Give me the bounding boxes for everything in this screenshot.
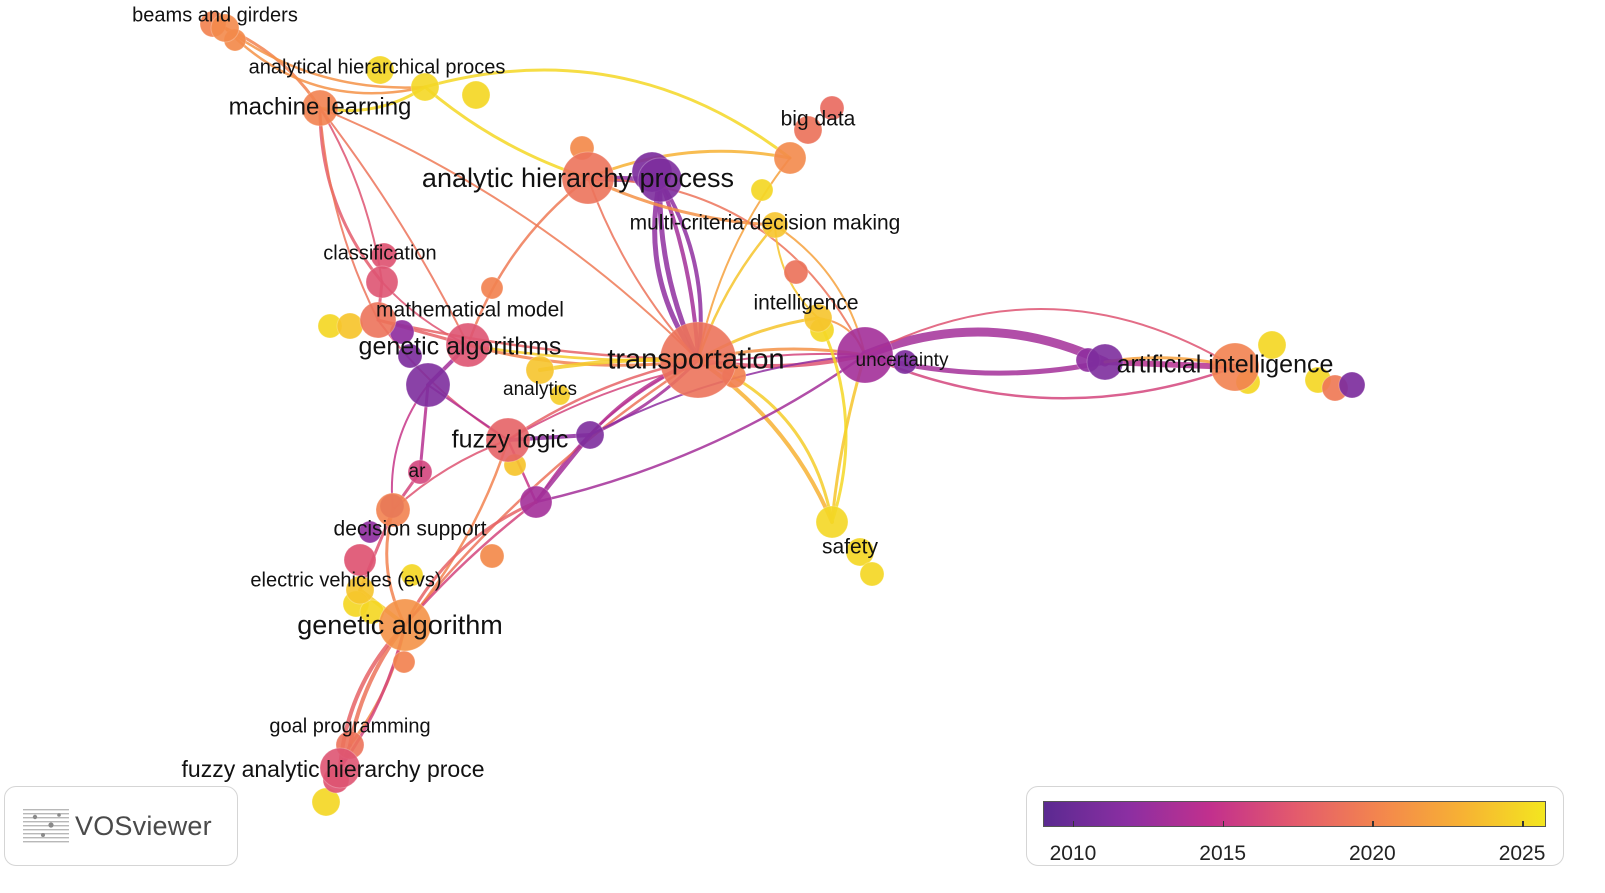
minor-keyword-node[interactable] xyxy=(365,55,395,85)
edge-fuzzy_logic-genetic_algorithm xyxy=(403,438,510,627)
minor-keyword-node[interactable] xyxy=(479,543,505,569)
label-electric-vehicles[interactable]: electric vehicles (evs) xyxy=(250,569,441,591)
label-machine-learning[interactable]: machine learning xyxy=(229,93,412,120)
minor-keyword-node[interactable] xyxy=(549,384,571,406)
legend-tick-label: 2015 xyxy=(1199,842,1246,865)
node-analytics[interactable] xyxy=(525,355,555,385)
legend-tick-label: 2025 xyxy=(1498,842,1546,865)
minor-keyword-node[interactable] xyxy=(358,520,382,544)
label-fuzzy-ahp[interactable]: fuzzy analytic hierarchy proce xyxy=(182,756,485,782)
legend-tick xyxy=(1522,821,1524,827)
node-beams-and-girders[interactable] xyxy=(210,13,240,43)
minor-keyword-node[interactable] xyxy=(461,80,491,110)
label-big-data[interactable]: big data xyxy=(781,108,856,131)
edge-beams_and_girders-analytical_hierarchical_proces xyxy=(223,26,427,95)
label-analytical-hierarchical-proces[interactable]: analytical hierarchical proces xyxy=(249,56,506,78)
brand-box: VOSviewer xyxy=(4,786,238,866)
node-fuzzy-logic[interactable] xyxy=(485,417,531,463)
node-mathematical-model[interactable] xyxy=(359,301,397,339)
legend-tick-label: 2020 xyxy=(1348,842,1396,865)
minor-keyword-node[interactable] xyxy=(750,178,774,202)
legend-tick xyxy=(1072,821,1075,827)
label-artificial-intelligence[interactable]: artificial intelligence xyxy=(1117,351,1334,379)
minor-keyword-node[interactable] xyxy=(397,343,423,369)
legend-tick-label: 2010 xyxy=(1049,842,1097,865)
node-intelligence[interactable] xyxy=(803,303,833,333)
node-genetic-algorithms[interactable] xyxy=(445,322,491,368)
node-machine-learning[interactable] xyxy=(301,89,339,127)
vosviewer-logo-icon xyxy=(23,809,69,843)
label-classification[interactable]: classification xyxy=(323,242,436,264)
edge-uncertainty-sub_hub xyxy=(534,353,867,504)
minor-keyword-node[interactable] xyxy=(845,537,875,567)
edge-intelligence-safety xyxy=(816,316,848,524)
legend-tick xyxy=(1222,821,1225,827)
labels: beams and girders analytical hierarchical… xyxy=(132,4,1333,782)
node-analytical-hierarchical-proces[interactable] xyxy=(410,72,440,102)
label-analytic-hierarchy-process[interactable]: analytic hierarchy process xyxy=(422,163,734,193)
edge-analytical_hierarchical_proces-big_data xyxy=(423,68,792,160)
label-intelligence[interactable]: intelligence xyxy=(753,292,858,315)
edge-uncertainty-artificial_intelligence xyxy=(863,353,1237,400)
label-uncertainty[interactable]: uncertainty xyxy=(856,350,949,371)
node-electric-vehicles[interactable] xyxy=(345,575,375,605)
node-genetic-algorithm[interactable] xyxy=(378,598,432,652)
edge-beams_and_girders-analytical_hierarchical_proces xyxy=(223,26,427,89)
edge-machine_learning-transportation xyxy=(319,107,699,361)
color-scale-bar xyxy=(1043,801,1546,827)
node-multi-criteria-decision-making[interactable] xyxy=(761,211,789,239)
edge-uncertainty-ai_hub xyxy=(860,327,1110,367)
node-big-data[interactable] xyxy=(773,141,807,175)
edge-machine_learning-mathematical_model xyxy=(319,107,379,321)
label-beams-and-girders[interactable]: beams and girders xyxy=(132,4,298,26)
label-safety[interactable]: safety xyxy=(822,536,879,559)
node-ai-hub[interactable] xyxy=(1086,343,1124,381)
node-decision-support[interactable] xyxy=(375,492,411,528)
node-ar[interactable] xyxy=(407,459,433,485)
label-goal-programming[interactable]: goal programming xyxy=(269,715,430,737)
edges xyxy=(223,26,1238,770)
minor-keyword-node[interactable] xyxy=(859,561,885,587)
node-fl-hub[interactable] xyxy=(575,420,605,450)
edge-transportation-genetic_algorithm xyxy=(403,358,700,627)
label-mathematical-model[interactable]: mathematical model xyxy=(376,299,564,322)
label-multi-criteria-decision-making[interactable]: multi-criteria decision making xyxy=(630,212,901,235)
minor-keyword-node[interactable] xyxy=(819,95,845,121)
label-genetic-algorithms[interactable]: genetic algorithms xyxy=(359,333,562,361)
edge-artificial_intelligence-uncertainty xyxy=(864,308,1236,368)
edge-machine_learning-classification xyxy=(318,106,384,284)
node-safety[interactable] xyxy=(815,505,849,539)
node-ga-hub[interactable] xyxy=(405,362,451,408)
node-fuzzy-ahp[interactable] xyxy=(319,747,361,789)
minor-keyword-node[interactable] xyxy=(793,115,823,145)
node-uncertainty[interactable] xyxy=(836,326,894,384)
legend-tick xyxy=(1372,821,1374,827)
nodes xyxy=(199,10,1366,817)
edge-machine_learning-genetic_algorithms xyxy=(319,107,469,346)
label-genetic-algorithm[interactable]: genetic algorithm xyxy=(297,610,503,640)
minor-keyword-node[interactable] xyxy=(392,650,416,674)
minor-keyword-node[interactable] xyxy=(480,276,504,300)
node-ahp-hub[interactable] xyxy=(637,157,683,203)
node-analytic-hierarchy-process[interactable] xyxy=(561,151,615,205)
minor-keyword-node[interactable] xyxy=(400,563,424,587)
node-classification[interactable] xyxy=(365,265,399,299)
node-transportation[interactable] xyxy=(659,321,737,399)
label-analytics[interactable]: analytics xyxy=(503,379,577,400)
minor-keyword-node[interactable] xyxy=(892,349,918,375)
label-transportation[interactable]: transportation xyxy=(607,344,784,376)
label-ar[interactable]: ar xyxy=(409,461,427,482)
node-artificial-intelligence[interactable] xyxy=(1210,342,1260,392)
timeline-legend: 2010 2015 2020 2025 xyxy=(1026,786,1564,866)
label-decision-support[interactable]: decision support xyxy=(334,518,487,541)
minor-keyword-node[interactable] xyxy=(1257,330,1287,360)
node-sub-hub[interactable] xyxy=(519,485,553,519)
minor-keyword-node[interactable] xyxy=(783,259,809,285)
label-fuzzy-logic[interactable]: fuzzy logic xyxy=(452,426,569,454)
brand-name: VOSviewer xyxy=(75,810,212,841)
minor-keyword-node[interactable] xyxy=(1338,371,1366,399)
